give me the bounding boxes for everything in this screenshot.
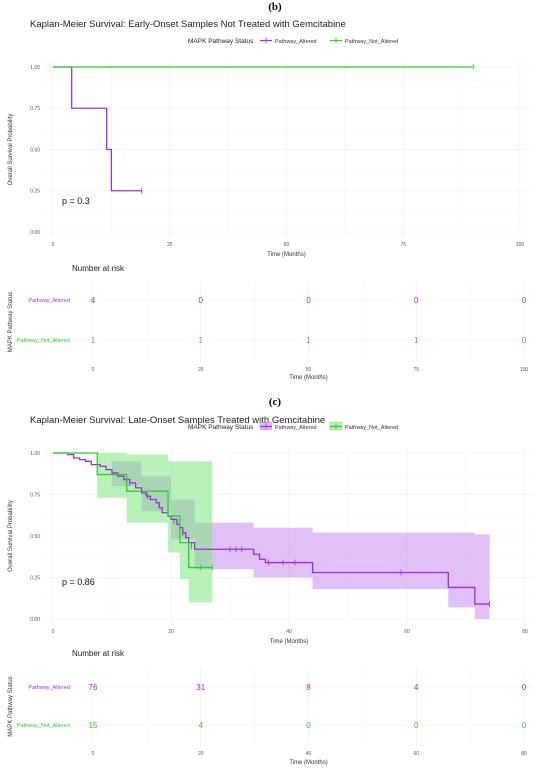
- panel-label: (b): [268, 1, 282, 13]
- legend-entry: Pathway_Not_Altered: [345, 425, 398, 431]
- risk-x-tick-label: 100: [520, 367, 529, 373]
- risk-count: 0: [414, 721, 419, 730]
- x-tick-label: 60: [404, 629, 410, 635]
- risk-count: 0: [306, 296, 311, 305]
- risk-x-tick-label: 40: [306, 751, 312, 757]
- risk-count: 4: [199, 721, 204, 730]
- risk-x-tick-label: 20: [198, 751, 204, 757]
- risk-count: 0: [522, 683, 527, 692]
- y-tick-label: 0.00: [30, 230, 40, 236]
- risk-count: 1: [414, 336, 419, 345]
- legend-entry: Pathway_Not_Altered: [345, 39, 398, 45]
- risk-table-title: Number at risk: [72, 264, 125, 273]
- chart-title: Kaplan-Meier Survival: Late-Onset Sample…: [30, 415, 325, 426]
- risk-count: 0: [522, 336, 527, 345]
- risk-row-label: Pathway_Not_Altered: [17, 338, 70, 344]
- y-axis-label: Overall Survival Probability: [8, 500, 14, 572]
- y-axis-label: Overall Survival Probability: [8, 114, 14, 186]
- risk-table-title: Number at risk: [72, 649, 125, 658]
- y-tick-label: 0.00: [30, 617, 40, 623]
- survival-curve-pathway-altered: [53, 66, 142, 192]
- risk-count: 8: [306, 683, 311, 692]
- y-tick-label: 0.25: [30, 575, 40, 581]
- risk-x-axis-label: Time (Months): [289, 375, 327, 381]
- risk-count: 0: [522, 721, 527, 730]
- x-tick-label: 25: [167, 242, 173, 248]
- risk-row-label: Pathway_Not_Altered: [17, 723, 70, 729]
- risk-count: 1: [306, 336, 311, 345]
- y-tick-label: 0.50: [30, 147, 40, 153]
- survival-curve-pathway-altered: [53, 452, 490, 605]
- risk-count: 4: [414, 683, 419, 692]
- chart-title: Kaplan-Meier Survival: Early-Onset Sampl…: [30, 19, 346, 30]
- legend-entry: Pathway_Altered: [275, 425, 317, 431]
- risk-x-tick-label: 60: [413, 751, 419, 757]
- x-axis-label: Time (Months): [270, 639, 308, 645]
- risk-count: 1: [91, 336, 96, 345]
- panel-label: (c): [269, 396, 282, 408]
- risk-count: 0: [199, 296, 204, 305]
- risk-y-axis-label: MAPK Pathway Status: [8, 292, 14, 352]
- risk-count: 1: [199, 336, 204, 345]
- risk-x-axis-label: Time (Months): [289, 760, 327, 766]
- risk-x-tick-label: 50: [306, 367, 312, 373]
- risk-x-tick-label: 80: [521, 751, 527, 757]
- risk-count: 4: [91, 296, 96, 305]
- y-tick-label: 0.75: [30, 106, 40, 112]
- y-tick-label: 0.50: [30, 534, 40, 540]
- risk-x-tick-label: 25: [198, 367, 204, 373]
- legend-entry: Pathway_Altered: [275, 39, 317, 45]
- risk-count: 76: [89, 683, 98, 692]
- risk-y-axis-label: MAPK Pathway Status: [8, 676, 14, 736]
- p-value: p = 0.3: [62, 196, 90, 206]
- x-tick-label: 0: [52, 242, 55, 248]
- legend-title: MAPK Pathway Status: [188, 38, 254, 45]
- confidence-band-pathway-not-altered: [53, 453, 213, 603]
- risk-count: 0: [414, 296, 419, 305]
- risk-count: 0: [522, 296, 527, 305]
- y-tick-label: 1.00: [30, 65, 40, 71]
- risk-count: 15: [89, 721, 98, 730]
- p-value: p = 0.86: [62, 577, 95, 587]
- y-tick-label: 1.00: [30, 451, 40, 457]
- risk-x-tick-label: 0: [92, 751, 95, 757]
- x-tick-label: 75: [400, 242, 406, 248]
- risk-count: 0: [306, 721, 311, 730]
- risk-row-label: Pathway_Altered: [28, 298, 70, 304]
- risk-x-tick-label: 75: [413, 367, 419, 373]
- x-tick-label: 0: [52, 629, 55, 635]
- x-tick-label: 50: [284, 242, 290, 248]
- risk-x-tick-label: 0: [92, 367, 95, 373]
- x-tick-label: 80: [522, 629, 528, 635]
- y-tick-label: 0.75: [30, 492, 40, 498]
- x-axis-label: Time (Months): [267, 252, 305, 258]
- legend-title: MAPK Pathway Status: [188, 424, 254, 431]
- risk-row-label: Pathway_Altered: [28, 685, 70, 691]
- x-tick-label: 20: [168, 629, 174, 635]
- y-tick-label: 0.25: [30, 189, 40, 195]
- risk-count: 31: [196, 683, 205, 692]
- x-tick-label: 100: [516, 242, 525, 248]
- survival-curve-pathway-not-altered: [53, 452, 213, 569]
- x-tick-label: 40: [286, 629, 292, 635]
